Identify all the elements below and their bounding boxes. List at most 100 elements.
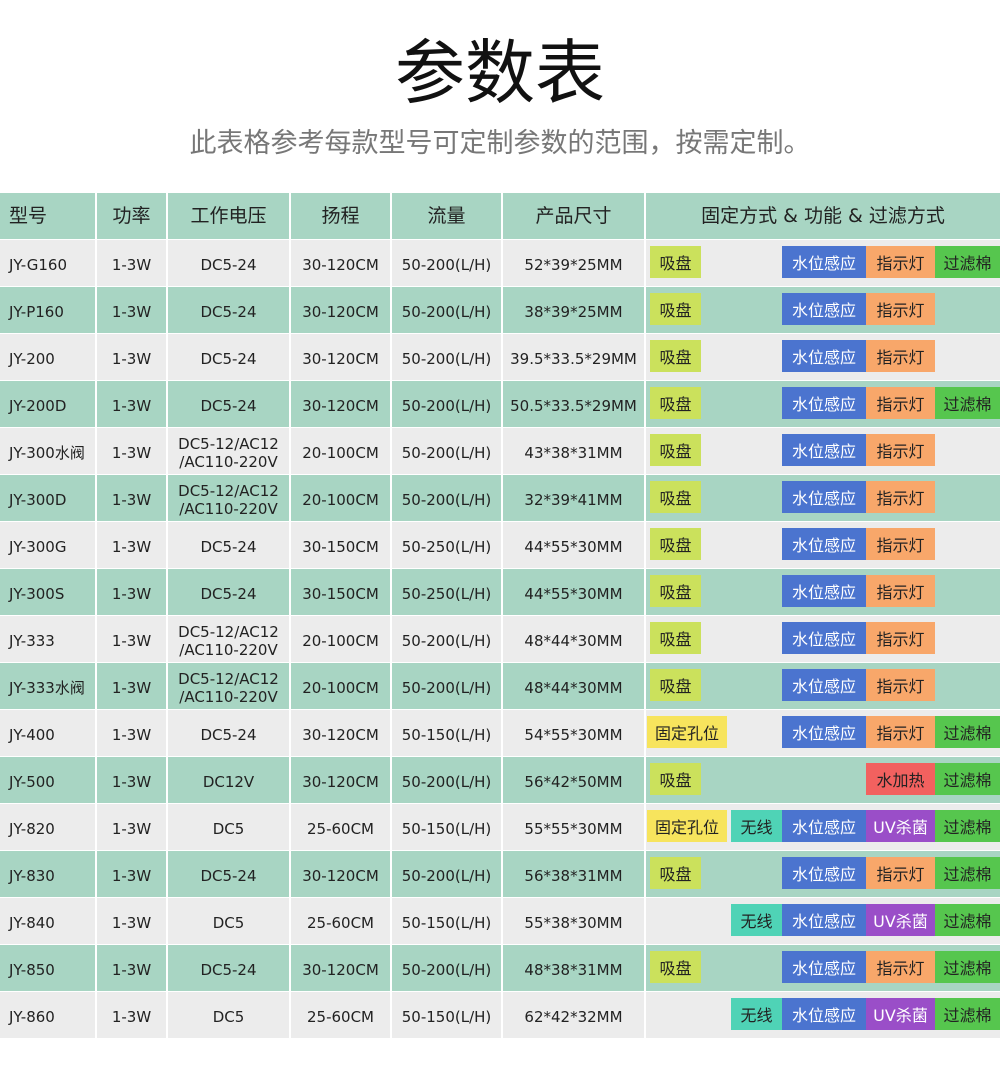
cell: 50-200(L/H) [392, 945, 501, 991]
column-header: 型号 [0, 193, 95, 239]
feature-tag: 水位感应 [782, 669, 866, 701]
cell: DC12V [168, 757, 289, 803]
cell: 1-3W [97, 710, 166, 756]
feature-tag: UV杀菌 [866, 810, 935, 842]
cell: DC5-24 [168, 945, 289, 991]
cell: JY-820 [0, 804, 95, 850]
cell: DC5 [168, 898, 289, 944]
column-header: 工作电压 [168, 193, 289, 239]
feature-tag: 水位感应 [782, 998, 866, 1030]
cell: 30-150CM [291, 569, 390, 615]
feature-tag: 指示灯 [866, 293, 935, 325]
column-header: 扬程 [291, 193, 390, 239]
feature-tag: 过滤棉 [935, 857, 1000, 889]
cell: DC5-24 [168, 334, 289, 380]
cell: DC5-12/AC12 /AC110-220V [168, 663, 289, 709]
cell: JY-400 [0, 710, 95, 756]
cell: JY-850 [0, 945, 95, 991]
feature-tag: 指示灯 [866, 340, 935, 372]
feature-tag: 吸盘 [650, 434, 701, 466]
cell: 1-3W [97, 663, 166, 709]
cell: 50-200(L/H) [392, 240, 501, 286]
feature-tag: 无线 [731, 998, 782, 1030]
cell: 52*39*25MM [503, 240, 644, 286]
feature-tag: 水位感应 [782, 340, 866, 372]
cell: 50-200(L/H) [392, 287, 501, 333]
feature-tag: 过滤棉 [935, 904, 1000, 936]
feature-tag: 吸盘 [650, 246, 701, 278]
cell: JY-333 [0, 616, 95, 662]
feature-tag: 指示灯 [866, 387, 935, 419]
feature-tag: 指示灯 [866, 528, 935, 560]
cell: 50-250(L/H) [392, 522, 501, 568]
column-header: 功率 [97, 193, 166, 239]
cell: DC5-24 [168, 851, 289, 897]
feature-tag: 过滤棉 [935, 810, 1000, 842]
cell: JY-830 [0, 851, 95, 897]
feature-tag: 指示灯 [866, 575, 935, 607]
feature-tag: 吸盘 [650, 951, 701, 983]
cell: 30-120CM [291, 240, 390, 286]
cell: 38*39*25MM [503, 287, 644, 333]
cell: JY-860 [0, 992, 95, 1038]
title: 参数表 [395, 32, 605, 114]
cell: 20-100CM [291, 663, 390, 709]
feature-tag: 吸盘 [650, 481, 701, 513]
cell: 50-200(L/H) [392, 616, 501, 662]
cell: DC5-24 [168, 240, 289, 286]
cell: 43*38*31MM [503, 428, 644, 474]
feature-tag: 水位感应 [782, 528, 866, 560]
cell: DC5 [168, 804, 289, 850]
cell: 50-150(L/H) [392, 710, 501, 756]
cell: 1-3W [97, 240, 166, 286]
cell: 1-3W [97, 992, 166, 1038]
feature-tag: 过滤棉 [935, 246, 1000, 278]
cell: 1-3W [97, 287, 166, 333]
cell: 50-150(L/H) [392, 898, 501, 944]
cell: 39.5*33.5*29MM [503, 334, 644, 380]
feature-tag: 过滤棉 [935, 951, 1000, 983]
feature-tag: 指示灯 [866, 434, 935, 466]
cell: JY-300D [0, 475, 95, 521]
feature-tag: 吸盘 [650, 387, 701, 419]
feature-tag: 水位感应 [782, 857, 866, 889]
cell: DC5-24 [168, 287, 289, 333]
cell: DC5-12/AC12 /AC110-220V [168, 616, 289, 662]
cell: DC5-24 [168, 522, 289, 568]
feature-tag: 无线 [731, 810, 782, 842]
cell: JY-200 [0, 334, 95, 380]
feature-tag: 水位感应 [782, 622, 866, 654]
feature-tag: 水位感应 [782, 951, 866, 983]
feature-tag: 水位感应 [782, 481, 866, 513]
cell: 1-3W [97, 757, 166, 803]
cell: 1-3W [97, 616, 166, 662]
feature-tag: 水位感应 [782, 810, 866, 842]
cell: JY-300水阀 [0, 428, 95, 474]
cell: 25-60CM [291, 804, 390, 850]
cell: 54*55*30MM [503, 710, 644, 756]
cell: 48*38*31MM [503, 945, 644, 991]
cell: 30-120CM [291, 381, 390, 427]
cell: 30-120CM [291, 757, 390, 803]
cell: 50-200(L/H) [392, 428, 501, 474]
feature-tag: 吸盘 [650, 575, 701, 607]
cell: 1-3W [97, 898, 166, 944]
cell: 25-60CM [291, 898, 390, 944]
cell: DC5-24 [168, 381, 289, 427]
feature-tag: 固定孔位 [647, 716, 728, 748]
feature-tag: 固定孔位 [647, 810, 728, 842]
cell: 30-120CM [291, 945, 390, 991]
cell: 1-3W [97, 381, 166, 427]
feature-tag: 水位感应 [782, 434, 866, 466]
cell: 50-200(L/H) [392, 475, 501, 521]
cell: 30-150CM [291, 522, 390, 568]
feature-tag: 指示灯 [866, 669, 935, 701]
cell: 30-120CM [291, 334, 390, 380]
feature-tag: 水位感应 [782, 387, 866, 419]
cell: 50-200(L/H) [392, 334, 501, 380]
feature-tag: 水位感应 [782, 716, 866, 748]
cell: DC5-24 [168, 569, 289, 615]
cell: 1-3W [97, 945, 166, 991]
feature-tag: UV杀菌 [866, 904, 935, 936]
